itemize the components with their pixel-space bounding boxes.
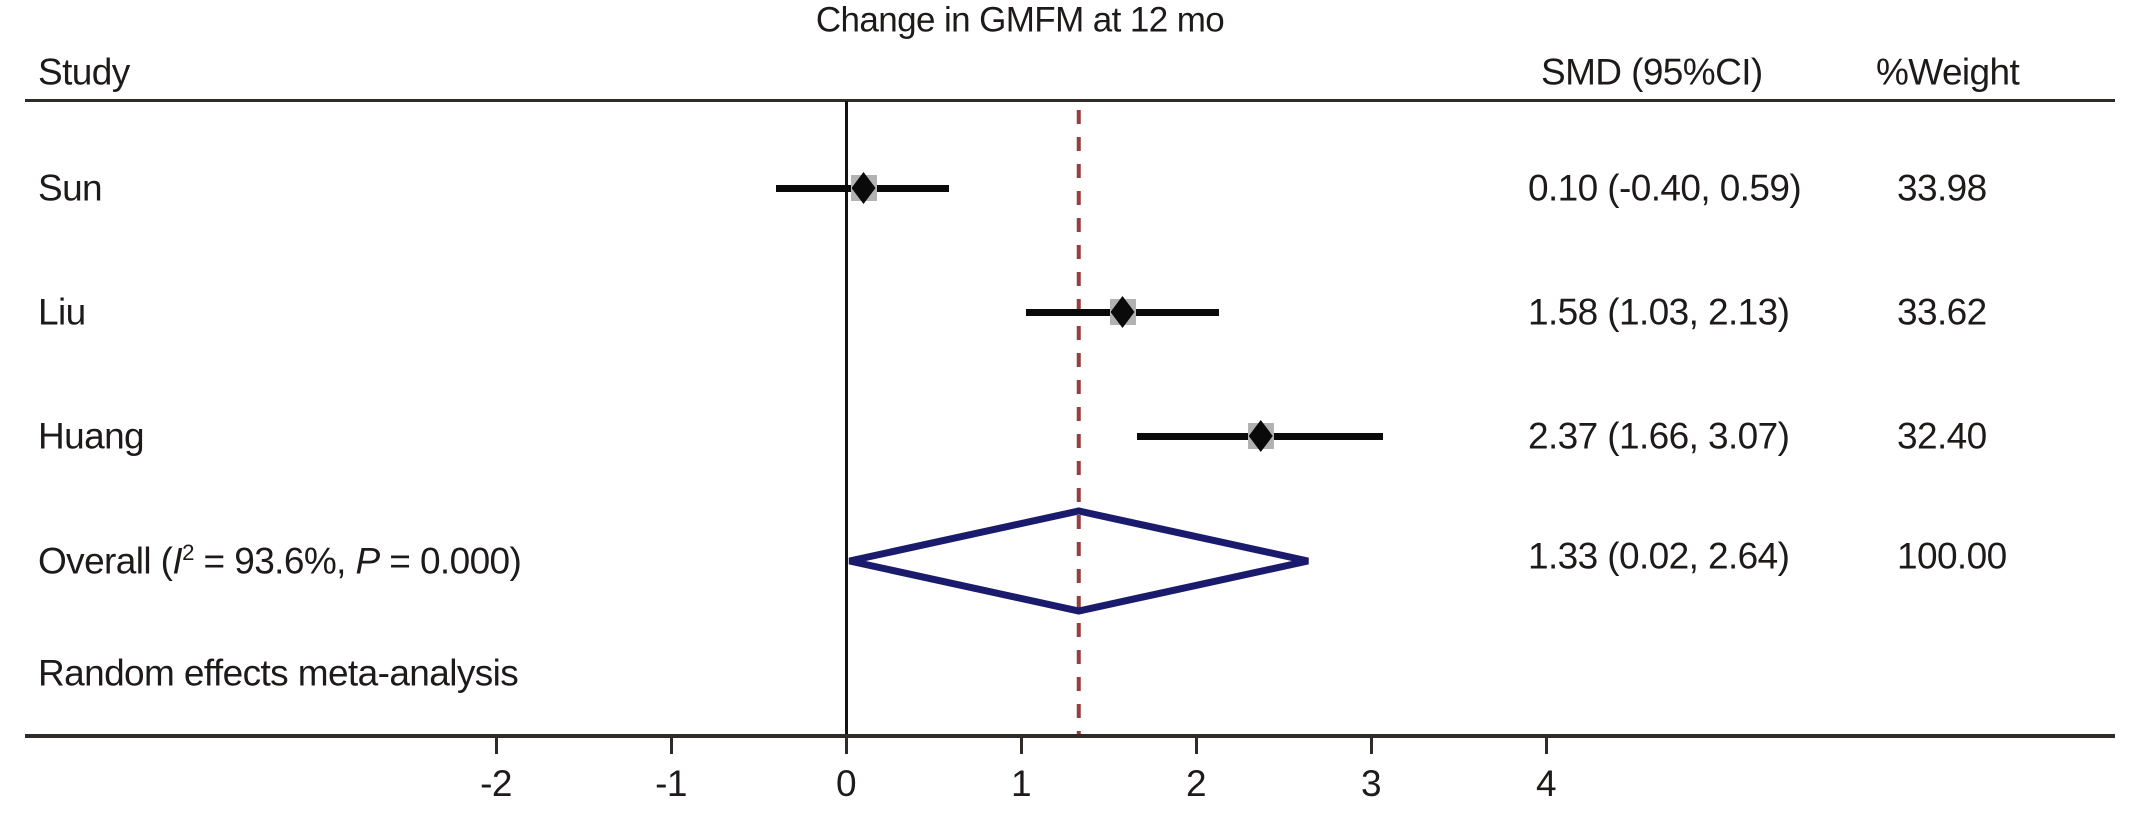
axis-tick-label: 2 — [1186, 763, 1207, 804]
axis-tick — [1019, 737, 1023, 754]
column-header-study: Study — [38, 51, 130, 93]
overall-label-i: I — [172, 540, 183, 582]
zero-line — [844, 101, 848, 736]
smd-value: 2.37 (1.66, 3.07) — [1528, 415, 1790, 457]
study-label: Sun — [38, 167, 103, 209]
smd-value: 0.10 (-0.40, 0.59) — [1528, 167, 1802, 209]
overall-label-mid: = 93.6%, — [193, 540, 356, 582]
overall-label: Overall (I2 = 93.6%, P = 0.000) — [38, 540, 522, 582]
smd-value: 1.58 (1.03, 2.13) — [1528, 291, 1790, 333]
overall-diamond — [848, 507, 1309, 615]
axis-tick-label: 1 — [1011, 763, 1032, 804]
study-label: Liu — [38, 291, 86, 333]
overall-weight-value: 100.00 — [1897, 535, 2007, 577]
axis-tick-label: 4 — [1536, 763, 1557, 804]
overall-label-sup: 2 — [182, 540, 194, 566]
model-note: Random effects meta-analysis — [38, 652, 519, 694]
axis-tick — [669, 737, 673, 754]
overall-label-p: P — [355, 540, 380, 582]
overall-label-prefix: Overall ( — [38, 540, 173, 582]
overall-label-suffix: = 0.000) — [379, 540, 522, 582]
axis-tick-label: -2 — [480, 763, 512, 804]
axis-tick — [1544, 737, 1548, 754]
axis-tick-label: 3 — [1361, 763, 1382, 804]
column-header-smd: SMD (95%CI) — [1541, 51, 1763, 93]
axis-tick — [844, 737, 848, 754]
column-header-weight: %Weight — [1876, 51, 2020, 93]
study-label: Huang — [38, 415, 145, 457]
weight-value: 33.62 — [1897, 291, 1987, 333]
axis-tick-label: -1 — [655, 763, 687, 804]
chart-title: Change in GMFM at 12 mo — [815, 0, 1225, 40]
weight-value: 32.40 — [1897, 415, 1987, 457]
header-rule — [25, 99, 2115, 102]
x-axis-line — [25, 734, 2115, 738]
axis-tick — [494, 737, 498, 754]
axis-tick — [1194, 737, 1198, 754]
axis-tick-label: 0 — [836, 763, 857, 804]
axis-tick — [1369, 737, 1373, 754]
weight-value: 33.98 — [1897, 167, 1987, 209]
overall-smd-value: 1.33 (0.02, 2.64) — [1528, 535, 1790, 577]
